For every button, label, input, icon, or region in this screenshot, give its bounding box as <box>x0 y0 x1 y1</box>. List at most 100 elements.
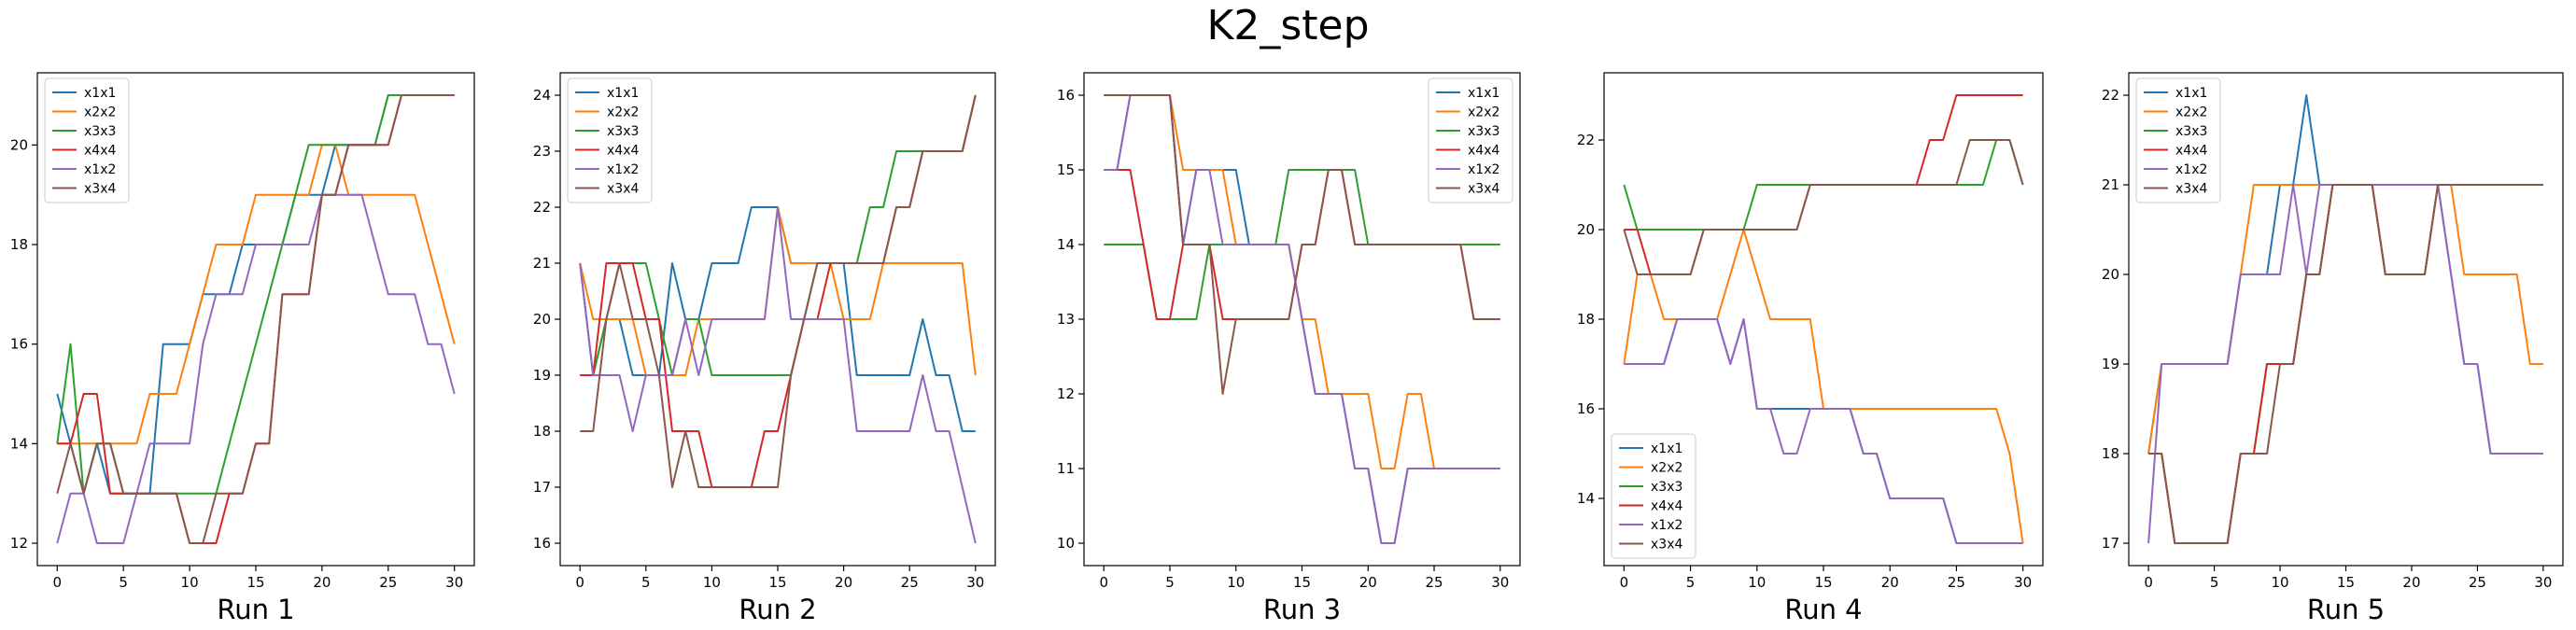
y-tick-label: 18 <box>2102 445 2119 462</box>
legend-box <box>567 77 653 203</box>
series-line-x3x4 <box>2148 184 2543 544</box>
legend-label: x4x4 <box>1468 144 1499 159</box>
legend-label: x2x2 <box>1468 105 1499 120</box>
series-line-x2x2 <box>57 144 456 445</box>
legend-label: x4x4 <box>1651 499 1682 514</box>
x-tick-label: 20 <box>2402 574 2420 591</box>
legend-box <box>2135 77 2221 203</box>
x-tick-label: 30 <box>2534 574 2552 591</box>
x-tick-label: 30 <box>1491 574 1509 591</box>
x-axis-label: Run 3 <box>1263 594 1341 625</box>
legend: x1x1 x2x2 x3x3 x4x4 x1x2 x3x4 <box>567 77 653 203</box>
x-tick-label: 25 <box>1425 574 1443 591</box>
x-tick-label: 15 <box>768 574 786 591</box>
y-tick-label: 22 <box>1577 132 1595 148</box>
legend: x1x1 x2x2 x3x3 x4x4 x1x2 x3x4 <box>1611 433 1696 559</box>
x-tick-label: 25 <box>379 574 397 591</box>
series-line-x3x4 <box>580 94 977 488</box>
series-line-x1x2 <box>2147 184 2543 544</box>
y-tick-label: 20 <box>10 136 28 153</box>
legend-label: x1x2 <box>607 162 639 177</box>
x-axis-label: Run 1 <box>217 594 294 625</box>
legend: x1x1 x2x2 x3x3 x4x4 x1x2 x3x4 <box>2135 77 2221 203</box>
x-tick-label: 0 <box>1099 574 1108 591</box>
y-tick-label: 12 <box>10 535 28 552</box>
y-tick-label: 21 <box>2102 176 2119 193</box>
x-tick-label: 15 <box>2337 574 2355 591</box>
legend-label: x3x4 <box>1651 538 1682 553</box>
x-tick-label: 25 <box>2469 574 2486 591</box>
legend-label: x1x1 <box>1468 86 1499 101</box>
series-line-x1x2 <box>1624 318 2023 544</box>
y-tick-label: 16 <box>10 336 28 353</box>
legend-label: x3x3 <box>2175 124 2207 139</box>
y-tick-label: 14 <box>10 435 28 452</box>
x-tick-label: 10 <box>1227 574 1245 591</box>
y-tick-label: 16 <box>1577 400 1595 417</box>
legend-box <box>1611 433 1696 559</box>
legend-label: x1x2 <box>84 162 116 177</box>
series-line-x3x3 <box>580 94 977 376</box>
x-axis-label: Run 4 <box>1784 594 1862 625</box>
legend-label: x4x4 <box>607 144 639 159</box>
y-tick-label: 20 <box>1577 221 1595 238</box>
legend: x1x1 x2x2 x3x3 x4x4 x1x2 x3x4 <box>1428 77 1513 203</box>
x-tick-label: 0 <box>52 574 62 591</box>
x-tick-label: 5 <box>1165 574 1175 591</box>
figure-title: K2_step <box>1206 2 1370 49</box>
legend-label: x1x2 <box>1651 518 1682 533</box>
x-tick-label: 10 <box>1748 574 1766 591</box>
y-tick-label: 17 <box>2102 535 2119 552</box>
x-tick-label: 10 <box>181 574 199 591</box>
legend-label: x3x3 <box>607 124 639 139</box>
legend-label: x2x2 <box>607 105 639 120</box>
legend-label: x3x3 <box>1651 480 1682 495</box>
legend-label: x3x4 <box>84 182 116 197</box>
legend-label: x2x2 <box>1651 461 1682 476</box>
x-tick-label: 20 <box>1881 574 1899 591</box>
x-tick-label: 20 <box>1359 574 1377 591</box>
legend-label: x3x4 <box>607 182 639 197</box>
y-tick-label: 16 <box>1057 87 1075 104</box>
x-tick-label: 0 <box>1620 574 1629 591</box>
x-tick-label: 15 <box>1814 574 1832 591</box>
x-tick-label: 25 <box>901 574 919 591</box>
y-tick-label: 13 <box>1057 311 1075 328</box>
x-tick-label: 0 <box>2144 574 2153 591</box>
y-tick-label: 14 <box>1057 236 1075 253</box>
x-tick-label: 30 <box>445 574 463 591</box>
legend-box <box>44 77 130 203</box>
series-line-x3x4 <box>56 94 455 544</box>
y-tick-label: 19 <box>2102 356 2119 372</box>
legend-label: x1x2 <box>2175 162 2207 177</box>
legend-label: x1x1 <box>84 86 116 101</box>
series-line-x1x2 <box>579 206 977 544</box>
legend-label: x4x4 <box>84 144 116 159</box>
series-line-x3x4 <box>1623 139 2024 275</box>
x-axis-label: Run 2 <box>739 594 816 625</box>
x-tick-label: 15 <box>246 574 264 591</box>
legend-label: x1x1 <box>2175 86 2207 101</box>
legend-box <box>1428 77 1513 203</box>
x-tick-label: 0 <box>575 574 584 591</box>
x-tick-label: 15 <box>1293 574 1311 591</box>
x-tick-label: 5 <box>119 574 128 591</box>
y-tick-label: 21 <box>533 255 551 272</box>
legend-label: x1x2 <box>1468 162 1499 177</box>
series-line-x1x2 <box>56 193 456 544</box>
y-tick-label: 22 <box>533 199 551 216</box>
legend-label: x3x3 <box>1468 124 1499 139</box>
y-tick-label: 22 <box>2102 87 2119 104</box>
x-tick-label: 25 <box>1948 574 1965 591</box>
y-tick-label: 16 <box>533 535 551 552</box>
y-tick-label: 11 <box>1057 460 1075 477</box>
y-tick-label: 17 <box>533 479 551 496</box>
x-tick-label: 10 <box>2271 574 2288 591</box>
legend-label: x2x2 <box>84 105 116 120</box>
x-axis-label: Run 5 <box>2307 594 2385 625</box>
x-tick-label: 30 <box>2014 574 2032 591</box>
